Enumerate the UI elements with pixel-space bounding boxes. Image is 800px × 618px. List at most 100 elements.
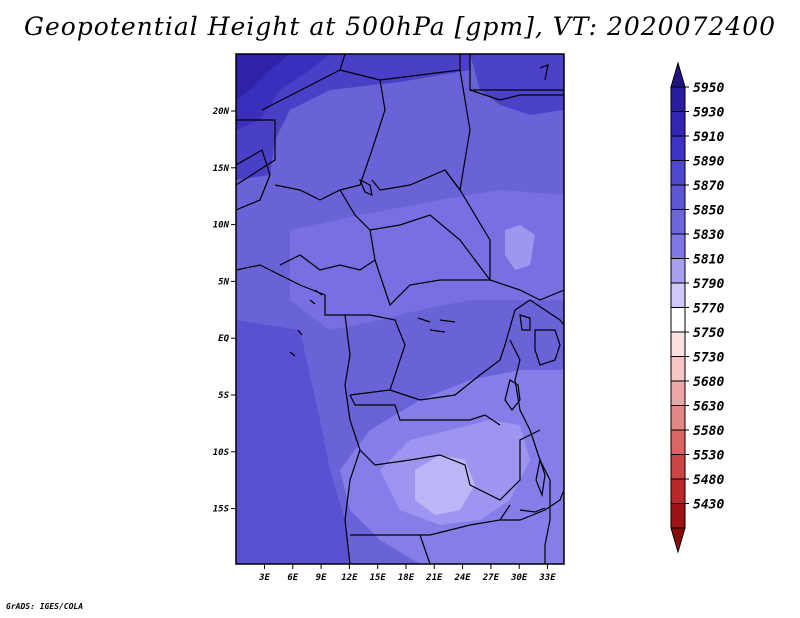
colorbar-swatch bbox=[670, 454, 686, 480]
colorbar-swatch bbox=[670, 380, 686, 406]
border-line-1 bbox=[236, 119, 276, 186]
lake-kariba bbox=[519, 507, 546, 513]
border-line-15 bbox=[349, 394, 501, 426]
lake-victoria bbox=[534, 329, 561, 366]
colorbar-level-label: 5950 bbox=[693, 81, 724, 96]
border-line-2 bbox=[236, 149, 271, 211]
colorbar-level-label: 5830 bbox=[693, 228, 724, 243]
colorbar-level-label: 5850 bbox=[693, 204, 724, 219]
nile-delta-line bbox=[539, 64, 549, 81]
colorbar: 5950 5930 5910 5890 5870 5850 5830 5810 5790 5770… bbox=[670, 61, 724, 554]
field-band-5930 bbox=[236, 54, 290, 100]
lat-tick-label: 10N bbox=[213, 221, 230, 231]
lon-tick-label: 9E bbox=[316, 573, 327, 583]
border-line-8 bbox=[469, 89, 564, 101]
lat-tick-label: 15N bbox=[213, 164, 230, 174]
lat-tick-label: 5N bbox=[218, 277, 229, 287]
colorbar-level-label: 5630 bbox=[693, 400, 724, 415]
border-line-13 bbox=[236, 264, 351, 386]
border-line-23 bbox=[529, 299, 564, 326]
grads-credit: GrADS: IGES/COLA bbox=[6, 602, 84, 611]
border-line-21 bbox=[500, 489, 564, 521]
colorbar-swatch bbox=[670, 135, 686, 161]
border-line-19 bbox=[350, 504, 511, 536]
colorbar-swatch bbox=[670, 282, 686, 308]
border-line-16 bbox=[389, 299, 531, 401]
height-field bbox=[236, 54, 564, 564]
latitude-axis: 20N 15N 10N 5N EQ 5S 10S 15S bbox=[212, 107, 236, 515]
colorbar-swatch bbox=[670, 429, 686, 455]
field-band-south-5810 bbox=[415, 455, 475, 515]
lat-tick-label: 5S bbox=[218, 391, 229, 401]
colorbar-level-label: 5930 bbox=[693, 106, 724, 121]
border-line-17 bbox=[344, 384, 361, 564]
lake-malawi bbox=[535, 457, 546, 498]
colorbar-level-label: 5810 bbox=[693, 253, 724, 268]
lat-tick-label: 10S bbox=[213, 448, 230, 458]
border-line-12 bbox=[374, 259, 490, 307]
lat-tick-label: 15S bbox=[213, 505, 230, 515]
lon-tick-label: 18E bbox=[398, 573, 415, 583]
lon-tick-label: 24E bbox=[453, 573, 471, 583]
colorbar-level-label: 5730 bbox=[693, 351, 724, 366]
colorbar-bottom-arrow bbox=[670, 527, 686, 554]
longitude-axis: 3E 6E 9E 12E 15E 18E 21E 24E 27E 30E 33E bbox=[258, 564, 556, 583]
colorbar-swatch bbox=[670, 478, 686, 504]
field-band-sw-5870 bbox=[236, 320, 350, 564]
lon-tick-label: 21E bbox=[425, 573, 443, 583]
colorbar-swatch bbox=[670, 209, 686, 235]
map-frame bbox=[235, 53, 565, 565]
lon-tick-label: 15E bbox=[370, 573, 387, 583]
colorbar-swatch bbox=[670, 331, 686, 357]
colorbar-level-label: 5480 bbox=[693, 473, 724, 488]
lon-tick-label: 30E bbox=[510, 573, 528, 583]
map-title: Geopotential Height at 500hPa [gpm], VT:… bbox=[23, 12, 777, 41]
lake-chad bbox=[358, 178, 373, 197]
lon-tick-label: 6E bbox=[287, 573, 298, 583]
colorbar-level-label: 5680 bbox=[693, 375, 724, 390]
colorbar-level-label: 5870 bbox=[693, 179, 724, 194]
border-line-11 bbox=[369, 214, 491, 281]
colorbar-swatch bbox=[670, 503, 686, 529]
coast-islands bbox=[289, 289, 323, 357]
colorbar-swatch bbox=[670, 111, 686, 137]
colorbar-top-arrow bbox=[670, 61, 686, 88]
lat-tick-label: EQ bbox=[218, 334, 229, 344]
colorbar-level-label: 5580 bbox=[693, 424, 724, 439]
field-band-ne-5890 bbox=[470, 54, 564, 115]
border-line-18 bbox=[359, 429, 541, 501]
border-line-4 bbox=[274, 69, 386, 201]
colorbar-swatch bbox=[670, 356, 686, 382]
lon-tick-label: 12E bbox=[341, 573, 358, 583]
colorbar-swatch bbox=[670, 307, 686, 333]
colorbar-level-label: 5530 bbox=[693, 449, 724, 464]
lon-tick-label: 33E bbox=[538, 573, 556, 583]
lon-tick-label: 27E bbox=[482, 573, 500, 583]
colorbar-swatch bbox=[670, 184, 686, 210]
border-line-14 bbox=[345, 314, 406, 396]
colorbar-swatch bbox=[670, 258, 686, 284]
colorbar-swatch bbox=[670, 160, 686, 186]
colorbar-level-label: 5430 bbox=[693, 498, 724, 513]
lat-tick-label: 20N bbox=[212, 107, 230, 117]
border-line-22 bbox=[509, 339, 551, 564]
lon-tick-label: 3E bbox=[258, 573, 270, 583]
field-band-east-5830 bbox=[505, 225, 535, 270]
colorbar-swatch bbox=[670, 405, 686, 431]
border-line-10 bbox=[279, 189, 376, 271]
border-line-20 bbox=[419, 534, 431, 564]
colorbar-level-label: 5790 bbox=[693, 277, 724, 292]
colorbar-swatch bbox=[670, 233, 686, 259]
lake-albert bbox=[519, 314, 531, 331]
field-band-5850-center bbox=[290, 190, 564, 330]
colorbar-swatch bbox=[670, 86, 686, 112]
colorbar-level-label: 5750 bbox=[693, 326, 724, 341]
colorbar-level-label: 5890 bbox=[693, 155, 724, 170]
river-fragments-congo bbox=[417, 317, 456, 333]
lake-tanganyika bbox=[504, 379, 521, 412]
country-borders bbox=[236, 54, 564, 564]
colorbar-level-label: 5910 bbox=[693, 130, 724, 145]
colorbar-level-label: 5770 bbox=[693, 302, 724, 317]
field-band-5890 bbox=[236, 54, 470, 180]
